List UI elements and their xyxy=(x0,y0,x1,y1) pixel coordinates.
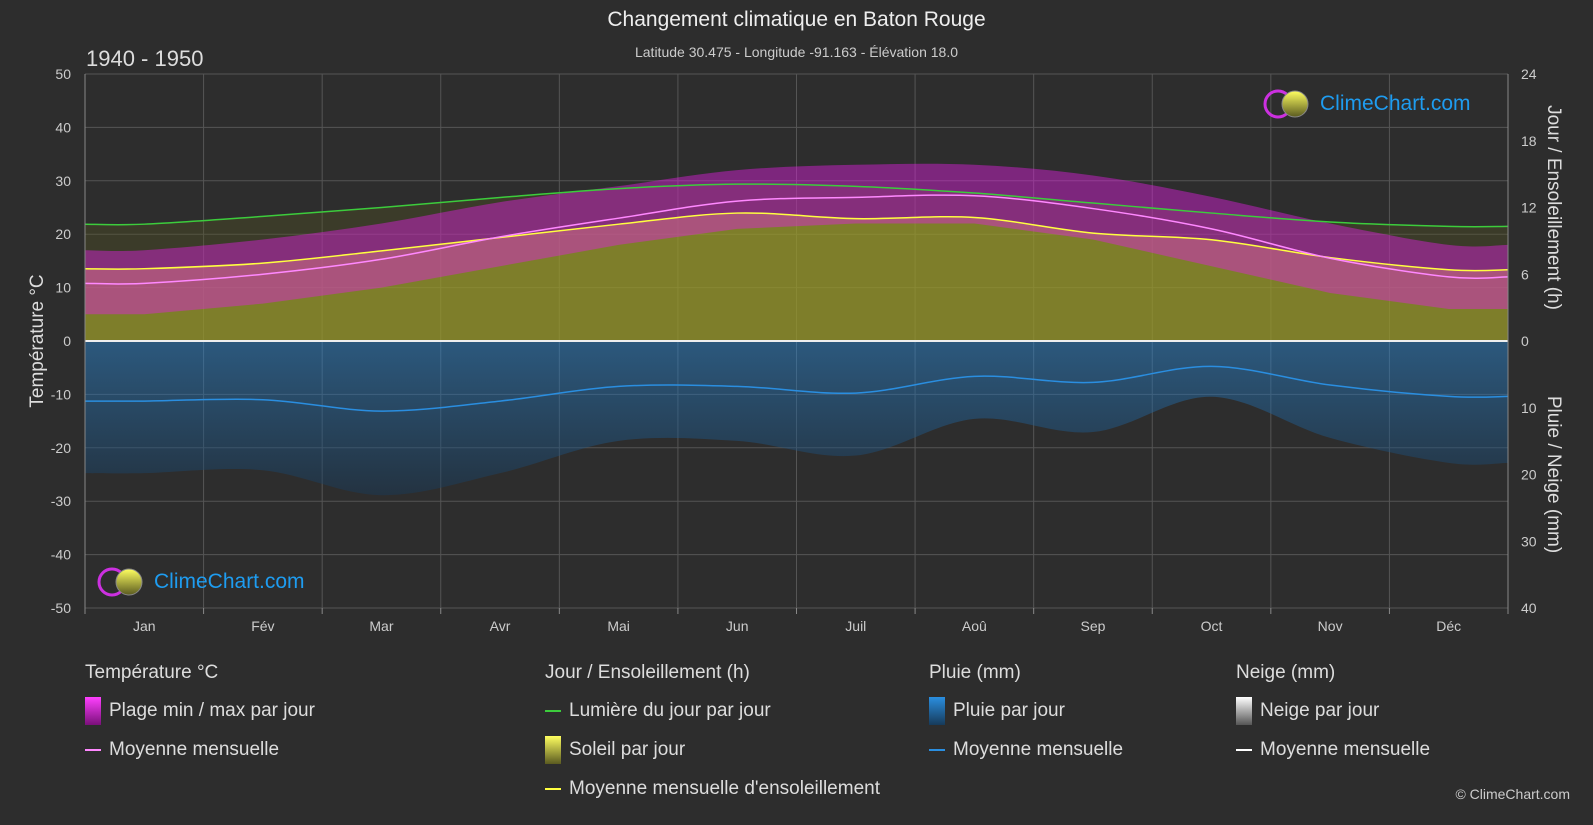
legend-label: Moyenne mensuelle d'ensoleillement xyxy=(569,778,880,799)
legend-item: Moyenne mensuelle d'ensoleillement xyxy=(545,776,880,802)
x-tick-label: Fév xyxy=(251,618,274,634)
y2-tick-label: 24 xyxy=(1521,66,1537,82)
y2-tick-label: 6 xyxy=(1521,266,1529,282)
x-tick-label: Aoû xyxy=(962,618,987,634)
x-tick-label: Juil xyxy=(845,618,866,634)
legend-item: Lumière du jour par jour xyxy=(545,698,880,724)
y3-tick-label: 10 xyxy=(1521,400,1537,416)
y-tick-label: 20 xyxy=(55,226,71,242)
legend-item: Plage min / max par jour xyxy=(85,697,315,725)
daylight-line xyxy=(85,183,1508,228)
legend-item: Soleil par jour xyxy=(545,736,880,764)
y-tick-label: -10 xyxy=(51,386,71,402)
legend-snow-title: Neige (mm) xyxy=(1236,662,1336,683)
y3-tick-label: 30 xyxy=(1521,533,1537,549)
sunshine-swatch xyxy=(545,736,561,764)
x-tick-label: Sep xyxy=(1080,618,1105,634)
logo-bottom[interactable]: ClimeChart.com xyxy=(96,566,305,598)
rain-area xyxy=(85,341,1508,496)
chart-subtitle: Latitude 30.475 - Longitude -91.163 - Él… xyxy=(634,44,959,60)
x-tick-label: Jun xyxy=(726,618,749,634)
legend-label: Plage min / max par jour xyxy=(109,700,315,721)
chart-title: Changement climatique en Baton Rouge xyxy=(607,8,986,31)
legend-item: Pluie par jour xyxy=(929,697,1123,725)
x-tick-label: Déc xyxy=(1436,618,1461,634)
y3-tick-label: 40 xyxy=(1521,600,1537,616)
logo-icon xyxy=(1263,89,1309,119)
snow-mean-swatch xyxy=(1236,749,1252,751)
axes: 50 40 30 20 10 0 -10 -20 -30 -40 -50 24 18 12 6 0 10 20 30… xyxy=(27,66,1564,634)
x-tick-label: Mai xyxy=(607,618,630,634)
x-tick-label: Jan xyxy=(133,618,156,634)
y-tick-label: 30 xyxy=(55,173,71,189)
y-tick-label: 40 xyxy=(55,119,71,135)
legend-label: Soleil par jour xyxy=(569,739,686,760)
legend-item: Moyenne mensuelle xyxy=(1236,737,1430,763)
legend-rain: Pluie (mm) Pluie par jour Moyenne mensue… xyxy=(929,662,1123,776)
y2-tick-label: 12 xyxy=(1521,200,1537,216)
sunshine-mean-line xyxy=(85,212,1508,272)
x-tick-label: Nov xyxy=(1318,618,1343,634)
y2-tick-label: 0 xyxy=(1521,333,1529,349)
legend-temp-title: Température °C xyxy=(85,662,219,683)
legend-item: Moyenne mensuelle xyxy=(85,737,315,763)
y3-tick-label: 20 xyxy=(1521,467,1537,483)
y3-axis-title: Pluie / Neige (mm) xyxy=(1543,396,1564,553)
temp-mean-line xyxy=(85,194,1508,285)
plot-area xyxy=(85,163,1508,496)
legend-label: Moyenne mensuelle xyxy=(109,739,280,760)
legend-label: Moyenne mensuelle xyxy=(1260,739,1431,760)
temp-range-swatch xyxy=(85,697,101,725)
y-tick-label: -50 xyxy=(51,600,71,616)
logo-text: ClimeChart.com xyxy=(154,570,305,593)
x-tick-label: Mar xyxy=(369,618,393,634)
period-label: 1940 - 1950 xyxy=(86,46,204,71)
legend-rain-title: Pluie (mm) xyxy=(929,662,1021,683)
legend-snow: Neige (mm) Neige par jour Moyenne mensue… xyxy=(1236,662,1430,776)
sunshine-mean-swatch xyxy=(545,788,561,790)
logo-top[interactable]: ClimeChart.com xyxy=(1262,88,1471,120)
legend-temperature: Température °C Plage min / max par jour … xyxy=(85,662,315,776)
daylight-band xyxy=(85,184,1508,270)
legend-sun: Jour / Ensoleillement (h) Lumière du jou… xyxy=(545,662,880,815)
y-tick-label: 50 xyxy=(55,66,71,82)
y-tick-label: -30 xyxy=(51,493,71,509)
y-tick-label: 10 xyxy=(55,280,71,296)
temp-mean-swatch xyxy=(85,749,101,751)
x-tick-label: Avr xyxy=(490,618,511,634)
y-tick-label: -40 xyxy=(51,547,71,563)
rain-mean-swatch xyxy=(929,749,945,751)
logo-text: ClimeChart.com xyxy=(1320,92,1471,115)
copyright: © ClimeChart.com xyxy=(1455,786,1570,802)
logo-icon xyxy=(97,567,143,597)
rain-swatch xyxy=(929,697,945,725)
y-tick-label: 0 xyxy=(63,333,71,349)
legend-item: Moyenne mensuelle xyxy=(929,737,1123,763)
legend-item: Neige par jour xyxy=(1236,697,1430,725)
daylight-swatch xyxy=(545,710,561,712)
y-axis-title: Température °C xyxy=(27,274,48,407)
y-tick-label: -20 xyxy=(51,440,71,456)
x-tick-label: Oct xyxy=(1201,618,1223,634)
snow-swatch xyxy=(1236,697,1252,725)
legend-label: Moyenne mensuelle xyxy=(953,739,1124,760)
y2-axis-title: Jour / Ensoleillement (h) xyxy=(1543,105,1564,310)
y2-tick-label: 18 xyxy=(1521,133,1537,149)
legend-label: Pluie par jour xyxy=(953,700,1065,721)
rain-mean-line xyxy=(85,365,1508,412)
legend-sun-title: Jour / Ensoleillement (h) xyxy=(545,662,750,683)
legend-label: Lumière du jour par jour xyxy=(569,700,771,721)
legend-label: Neige par jour xyxy=(1260,700,1380,721)
temp-range-band xyxy=(85,163,1508,315)
